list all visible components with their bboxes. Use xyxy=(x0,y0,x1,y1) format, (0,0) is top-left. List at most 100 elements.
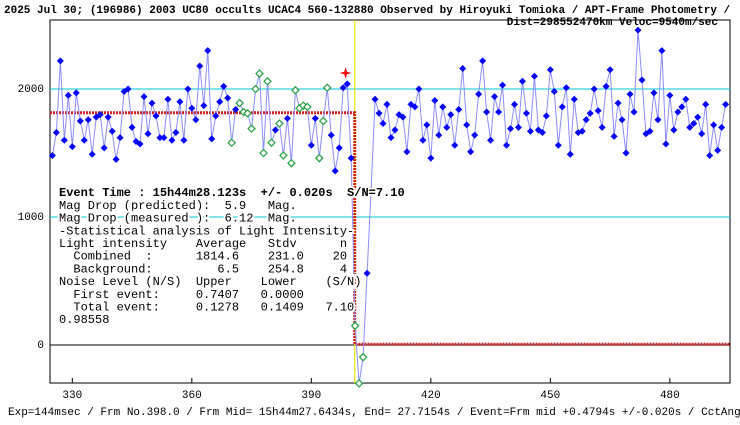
data-point xyxy=(164,95,172,103)
data-point xyxy=(550,88,558,96)
data-point xyxy=(243,108,252,118)
data-point xyxy=(160,134,168,142)
data-point xyxy=(168,136,176,144)
data-point xyxy=(582,116,590,124)
annotation: Background: 6.5 254.8 4 xyxy=(59,262,347,276)
data-point xyxy=(586,109,594,117)
data-point xyxy=(578,127,586,135)
data-point xyxy=(702,100,710,108)
data-point xyxy=(148,99,156,107)
data-point xyxy=(674,108,682,116)
data-point xyxy=(558,103,566,111)
data-point xyxy=(176,98,184,106)
data-point xyxy=(68,143,76,151)
data-point xyxy=(271,126,279,134)
data-point xyxy=(72,89,80,97)
data-point xyxy=(467,148,475,156)
data-point xyxy=(475,90,483,98)
data-point xyxy=(618,116,626,124)
data-point xyxy=(192,116,200,124)
data-point xyxy=(350,321,360,331)
data-point xyxy=(251,84,260,94)
data-point xyxy=(339,84,347,92)
data-point xyxy=(302,102,312,112)
y-tick-label: 2000 xyxy=(18,84,44,96)
data-point xyxy=(104,113,112,121)
data-point xyxy=(554,141,562,149)
data-point xyxy=(60,136,68,144)
data-point xyxy=(570,95,578,103)
data-point xyxy=(112,155,120,163)
data-point xyxy=(471,131,479,139)
data-point xyxy=(184,85,192,93)
data-point xyxy=(116,134,124,142)
data-point xyxy=(283,114,291,122)
data-point xyxy=(267,138,276,148)
data-point xyxy=(399,113,407,121)
data-point xyxy=(363,269,371,277)
data-point xyxy=(718,123,726,131)
annotation: Mag Drop (measured ): 6.12 Mag. xyxy=(59,212,297,226)
data-point xyxy=(379,120,387,128)
x-tick-label: 390 xyxy=(301,390,321,402)
annotation: First event: 0.7407 0.0000 xyxy=(59,288,304,302)
data-point xyxy=(614,99,622,107)
data-point xyxy=(227,138,237,148)
data-point xyxy=(439,103,447,111)
data-point xyxy=(216,98,224,106)
data-point xyxy=(634,26,642,34)
data-point xyxy=(590,85,598,93)
data-point xyxy=(546,66,554,74)
data-point xyxy=(654,116,662,124)
annotation: 0.98558 xyxy=(59,313,109,327)
data-point xyxy=(610,132,618,140)
plot-frame xyxy=(49,19,731,384)
data-point xyxy=(200,102,208,110)
data-point xyxy=(80,136,88,144)
data-point xyxy=(212,112,220,120)
data-point xyxy=(318,116,328,126)
data-point xyxy=(358,352,368,362)
annotation: -Statistical analysis of Light Intensity… xyxy=(59,224,354,238)
data-point xyxy=(411,103,419,111)
data-point xyxy=(690,120,698,128)
data-point xyxy=(423,121,431,129)
data-point xyxy=(678,103,686,111)
data-point xyxy=(510,100,518,108)
data-point xyxy=(287,158,296,168)
data-point xyxy=(279,151,288,160)
data-point xyxy=(431,97,439,105)
data-point xyxy=(594,107,602,115)
light-curve-line xyxy=(51,30,727,384)
data-point xyxy=(598,123,606,131)
data-point xyxy=(140,93,148,101)
data-point xyxy=(48,152,56,160)
data-point xyxy=(354,379,364,388)
data-point xyxy=(518,77,526,85)
data-point xyxy=(443,123,451,131)
data-point xyxy=(196,62,204,70)
chart-title: 2025 Jul 30; (196986) 2003 UC80 occults … xyxy=(4,5,731,17)
event-marker xyxy=(339,67,352,79)
data-point xyxy=(455,105,463,113)
data-point xyxy=(56,57,64,65)
data-point xyxy=(383,100,391,108)
data-point xyxy=(686,123,694,131)
data-point xyxy=(331,167,339,175)
data-point xyxy=(666,91,674,99)
data-point xyxy=(367,186,375,194)
data-point xyxy=(152,112,160,120)
data-point xyxy=(128,123,136,131)
data-point xyxy=(447,111,455,119)
data-point xyxy=(124,85,132,93)
data-point xyxy=(307,141,315,149)
data-point xyxy=(682,95,690,103)
model-line xyxy=(50,111,730,346)
data-point xyxy=(626,90,634,98)
data-point xyxy=(232,105,240,113)
data-point xyxy=(84,116,92,124)
data-point xyxy=(698,130,706,138)
data-point xyxy=(566,150,574,158)
annotation: Combined : 1814.6 231.0 20 xyxy=(59,250,347,264)
data-point xyxy=(291,85,300,95)
